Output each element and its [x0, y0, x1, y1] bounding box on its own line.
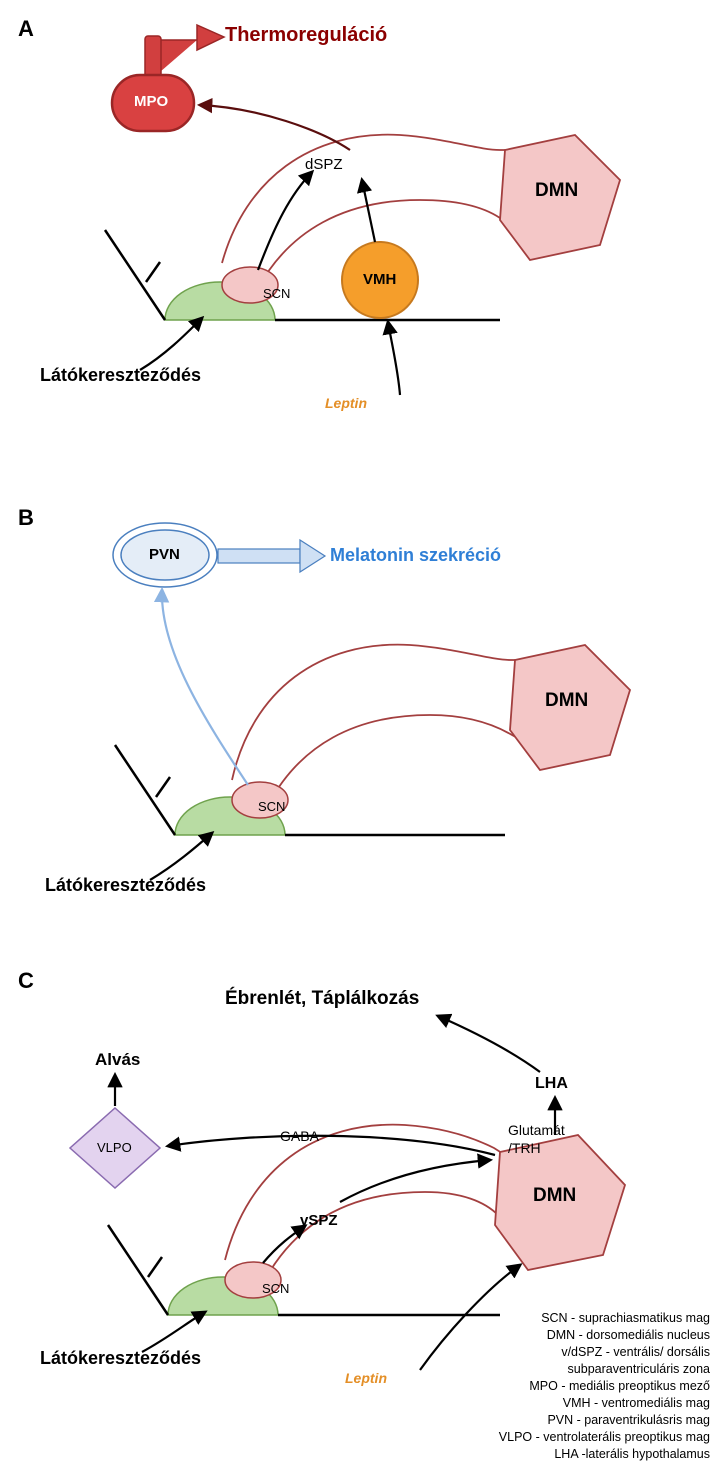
wake-feed-label: Ébrenlét, Táplálkozás: [225, 988, 419, 1010]
arrow-scn-vspz: [263, 1226, 305, 1263]
arrow-leptin-vmh: [388, 322, 400, 395]
legend-line: SCN - suprachiasmatikus mag: [450, 1310, 710, 1327]
vspz-label: vSPZ: [300, 1212, 338, 1229]
legend-line: LHA -laterális hypothalamus: [450, 1446, 710, 1463]
panel-a-label: A: [18, 16, 34, 42]
legend-line: MPO - mediális preoptikus mező: [450, 1378, 710, 1395]
tube-upper-a: [222, 135, 525, 263]
chiasm-green-a: [165, 282, 275, 320]
mpo-label: MPO: [134, 93, 168, 110]
tube-upper-c: [225, 1125, 505, 1260]
pvn-output-arrow: [218, 540, 325, 572]
legend-line: PVN - paraventrikulásris mag: [450, 1412, 710, 1429]
panel-c-label: C: [18, 968, 34, 994]
crossing-label-b: Látókereszteződés: [45, 875, 206, 896]
arrow-scn-dspz: [258, 172, 312, 270]
vmh-label: VMH: [363, 271, 396, 288]
scn-label-c: SCN: [262, 1281, 289, 1296]
dspz-label: dSPZ: [305, 156, 343, 173]
legend-line: DMN - dorsomediális nucleus: [450, 1327, 710, 1344]
panel-b-label: B: [18, 505, 34, 531]
chiasm-notch-a: [146, 262, 160, 282]
arrow-vmh-dspz: [362, 180, 375, 242]
legend-line: VLPO - ventrolaterális preoptikus mag: [450, 1429, 710, 1446]
crossing-label-c: Látókereszteződés: [40, 1348, 201, 1369]
tube-upper-b: [232, 645, 535, 780]
tube-lower-b: [268, 715, 530, 805]
leptin-label-a: Leptin: [325, 395, 367, 411]
panel-a: [105, 25, 620, 395]
gaba-label: GABA: [280, 1128, 319, 1144]
arrow-crossing-a: [140, 318, 202, 370]
scn-label-a: SCN: [263, 286, 290, 301]
sleep-label: Alvás: [95, 1050, 140, 1070]
dmn-label-b: DMN: [545, 690, 588, 712]
thermoregulation-label: Thermoreguláció: [225, 24, 387, 47]
glut-label-2: /TRH: [508, 1140, 541, 1156]
dmn-label-c: DMN: [533, 1185, 576, 1207]
tube-lower-c: [262, 1192, 508, 1285]
leptin-label-c: Leptin: [345, 1370, 387, 1386]
arrow-crossing-b: [150, 833, 212, 880]
diagram-svg: [0, 0, 721, 1478]
scn-label-b: SCN: [258, 799, 285, 814]
vlpo-label: VLPO: [97, 1140, 132, 1155]
legend-block: SCN - suprachiasmatikus mag DMN - dorsom…: [450, 1310, 710, 1463]
legend-line: VMH - ventromediális mag: [450, 1395, 710, 1412]
legend-line: v/dSPZ - ventrális/ dorsális: [450, 1344, 710, 1361]
dmn-label-a: DMN: [535, 180, 578, 202]
arrow-lha-wake: [438, 1016, 540, 1072]
crossing-label-a: Látókereszteződés: [40, 365, 201, 386]
arrow-dmn-vlpo: [168, 1136, 495, 1155]
arrow-vspz-dmn: [340, 1160, 490, 1202]
lha-label: LHA: [535, 1075, 568, 1093]
arrow-scn-pvn: [162, 590, 248, 785]
melatonin-label: Melatonin szekréció: [330, 545, 501, 566]
arrow-dspz-mpo: [200, 105, 350, 150]
pvn-label: PVN: [149, 546, 180, 563]
arrow-crossing-c: [142, 1312, 205, 1352]
diagram-canvas: A B C: [0, 0, 721, 1478]
mpo-output-arrow: [145, 25, 224, 78]
glut-label-1: Glutamát: [508, 1122, 565, 1138]
legend-line: subparaventriculáris zona: [450, 1361, 710, 1378]
chiasm-line-left-a: [105, 230, 165, 320]
